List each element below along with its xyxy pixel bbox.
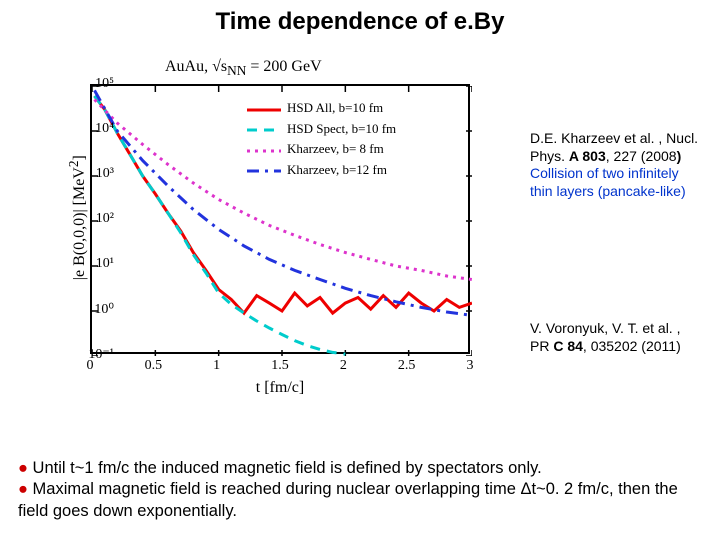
x-tick: 3 bbox=[467, 358, 474, 374]
x-tick: 2.5 bbox=[398, 358, 416, 374]
y-tick: 10⁵ bbox=[95, 76, 114, 92]
page-title: Time dependence of e.By bbox=[0, 8, 720, 36]
x-tick: 1.5 bbox=[271, 358, 289, 374]
chart-container: AuAu, √sNN = 200 GeV |e B(0,0,0)| [MeV2]… bbox=[30, 76, 500, 416]
legend-label: HSD Spect, b=10 fm bbox=[287, 119, 396, 139]
ref-kharzeev: D.E. Kharzeev et al. , Nucl. Phys. A 803… bbox=[530, 130, 700, 200]
y-tick: 10⁻¹ bbox=[88, 346, 114, 363]
x-tick: 2 bbox=[340, 358, 347, 374]
chart-super-title: AuAu, √sNN = 200 GeV bbox=[165, 58, 322, 79]
legend-swatch bbox=[247, 102, 281, 114]
x-axis-label: t [fm/c] bbox=[92, 379, 468, 397]
legend-swatch bbox=[247, 163, 281, 175]
legend-label: Kharzeev, b=12 fm bbox=[287, 160, 387, 180]
legend-label: Kharzeev, b= 8 fm bbox=[287, 139, 384, 159]
y-axis-label: |e B(0,0,0)| [MeV2] bbox=[66, 155, 89, 280]
legend-label: HSD All, b=10 fm bbox=[287, 98, 383, 118]
y-tick: 10³ bbox=[96, 166, 114, 182]
legend-item: HSD Spect, b=10 fm bbox=[247, 119, 396, 139]
x-tick: 1 bbox=[213, 358, 220, 374]
y-tick: 10⁴ bbox=[95, 121, 114, 137]
legend: HSD All, b=10 fmHSD Spect, b=10 fmKharze… bbox=[247, 98, 396, 180]
y-tick: 10⁰ bbox=[94, 301, 114, 318]
y-tick: 10² bbox=[96, 211, 114, 227]
bullet-summary: ● Until t~1 fm/c the induced magnetic fi… bbox=[18, 458, 702, 522]
legend-item: HSD All, b=10 fm bbox=[247, 98, 396, 118]
legend-item: Kharzeev, b=12 fm bbox=[247, 160, 396, 180]
y-tick: 10¹ bbox=[96, 256, 114, 272]
ref-voronyuk: V. Voronyuk, V. T. et al. , PR C 84, 035… bbox=[530, 320, 700, 355]
legend-swatch bbox=[247, 143, 281, 155]
x-tick: 0.5 bbox=[145, 358, 163, 374]
plot-area: HSD All, b=10 fmHSD Spect, b=10 fmKharze… bbox=[90, 84, 470, 354]
legend-swatch bbox=[247, 122, 281, 134]
legend-item: Kharzeev, b= 8 fm bbox=[247, 139, 396, 159]
